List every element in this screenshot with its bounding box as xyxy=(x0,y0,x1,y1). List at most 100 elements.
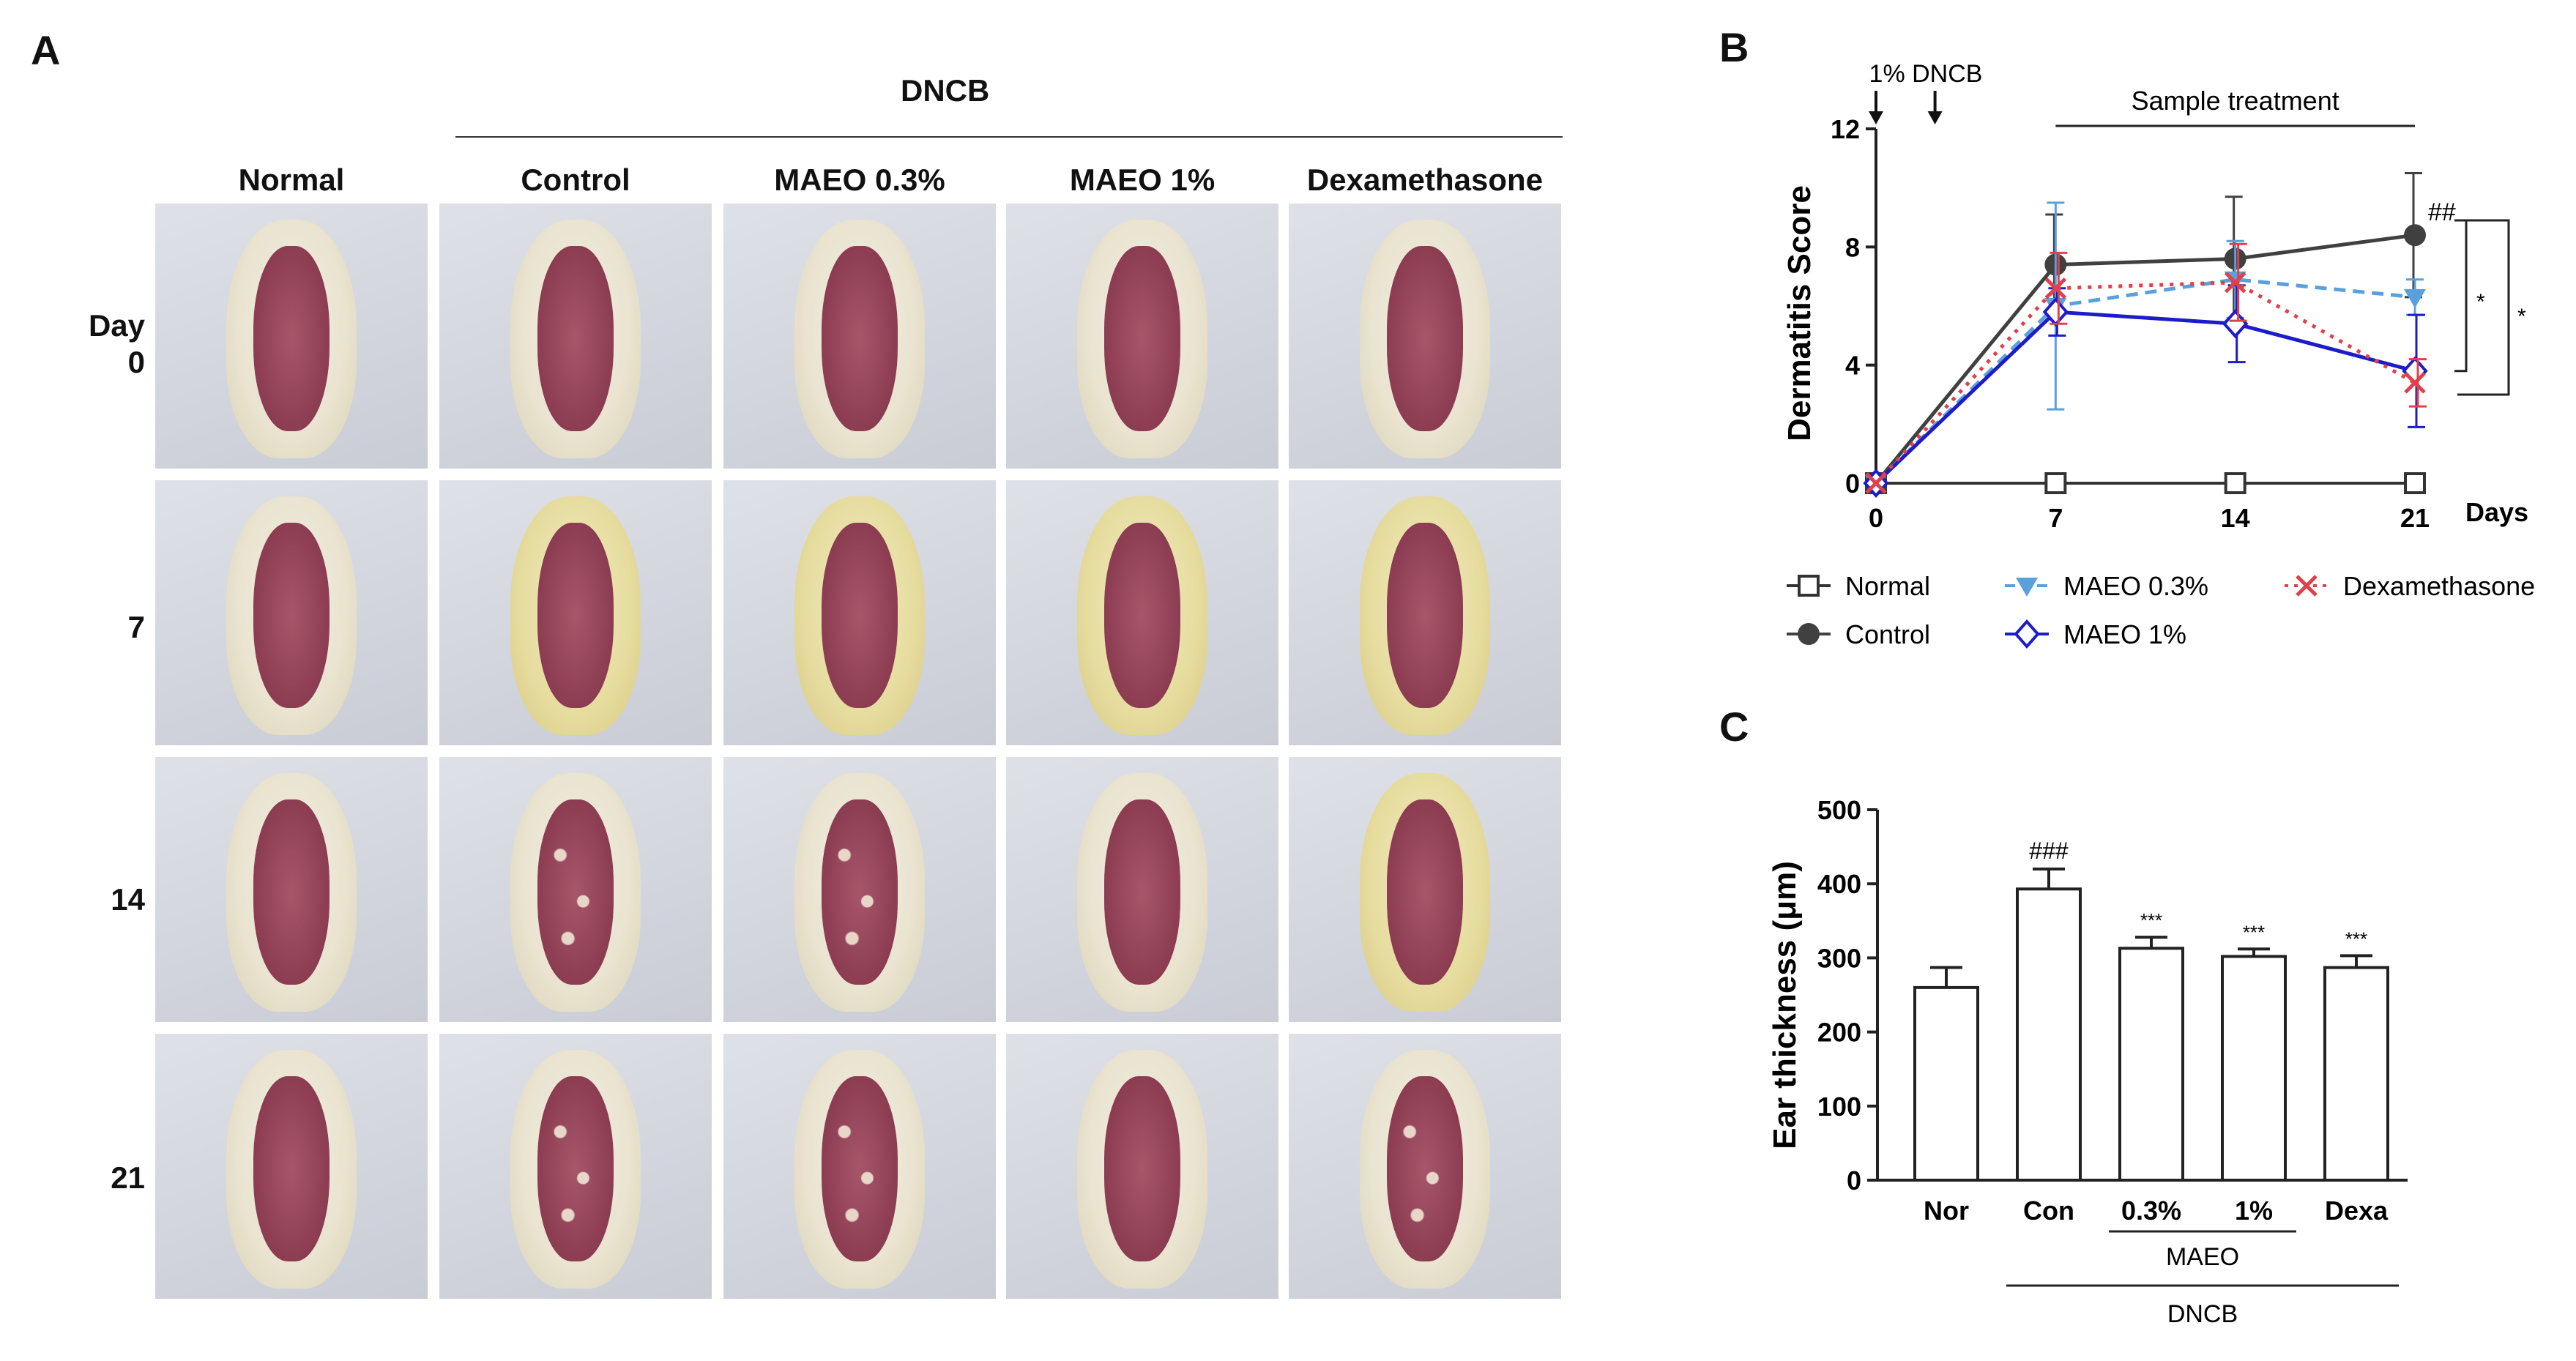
b-dncb-arrowhead xyxy=(1927,111,1943,124)
c-y-tick-label: 0 xyxy=(1847,1166,1861,1196)
b-y-axis-label: Dermatitis Score xyxy=(1782,185,1817,441)
b-point-4 xyxy=(2224,271,2246,294)
c-bars: ### *** *** *** xyxy=(1913,838,2389,1182)
b-legend-marker xyxy=(1798,575,1820,597)
panel-c-label: C xyxy=(1719,704,1749,750)
row-label-day-word: Day xyxy=(88,308,145,343)
row-label-day-7: 7 xyxy=(127,610,145,644)
c-x-tick-label: Nor xyxy=(1924,1196,1969,1226)
photo-maeo03-day14 xyxy=(723,757,996,1022)
b-y-tick-label: 8 xyxy=(1845,232,1860,262)
b-legend-label: MAEO 1% xyxy=(2063,619,2186,649)
b-x-tick-label: 7 xyxy=(2048,503,2063,533)
photo-normal-day0 xyxy=(155,204,428,469)
b-point-1 xyxy=(2404,224,2426,247)
ear-thickness-chart: 0 100 200 300 400 500 Ear thickness (μm) Nor Con… xyxy=(1767,795,2408,1328)
column-header-maeo-03: MAEO 0.3% xyxy=(774,163,945,197)
b-series xyxy=(1863,172,2428,499)
b-legend-label: MAEO 0.3% xyxy=(2063,571,2208,601)
c-significance-2: *** xyxy=(2140,909,2162,931)
b-legend-label: Normal xyxy=(1845,571,1930,601)
photo-control-day14 xyxy=(439,757,712,1022)
c-significance-3: *** xyxy=(2243,921,2265,943)
dncb-group-line xyxy=(455,136,1563,138)
b-bracket-outer xyxy=(2457,219,2510,396)
photo-control-day21 xyxy=(439,1034,712,1299)
b-legend-label: Control xyxy=(1845,619,1930,649)
photo-dexa-day14 xyxy=(1289,757,1561,1022)
b-x-tick-label: 0 xyxy=(1869,503,1883,533)
c-bar-3 xyxy=(2221,955,2287,1182)
b-point-3 xyxy=(2402,356,2428,386)
b-point-4 xyxy=(2044,277,2067,299)
panel-a-label: A xyxy=(31,27,61,73)
c-significance-1: ### xyxy=(2029,838,2069,864)
photo-maeo1-day0 xyxy=(1006,204,1278,469)
c-y-tick-label: 500 xyxy=(1817,795,1861,825)
dermatitis-score-chart: 0 4 8 12 0 7 14 21 Days Dermatitis Score 1% DNCB S… xyxy=(1782,60,2535,649)
c-y-tick-label: 300 xyxy=(1817,943,1861,973)
b-star-inner: * xyxy=(2476,290,2485,314)
c-groups: MAEO DNCB xyxy=(2006,1230,2399,1328)
b-bracket-inner xyxy=(2454,219,2468,373)
panel-b-label: B xyxy=(1719,24,1749,70)
photo-maeo1-day7 xyxy=(1006,480,1278,745)
row-label-day-21: 21 xyxy=(111,1160,145,1195)
column-header-maeo-1: MAEO 1% xyxy=(1069,163,1216,197)
dncb-group-label: DNCB xyxy=(901,73,990,108)
photo-control-day0 xyxy=(439,204,712,469)
b-point-0 xyxy=(2224,472,2246,494)
c-significance-4: *** xyxy=(2345,928,2367,950)
b-point-3 xyxy=(2222,309,2249,339)
b-point-0 xyxy=(2044,472,2067,494)
c-bar-0 xyxy=(1913,985,1979,1182)
b-series-line-3 xyxy=(1875,310,2416,485)
b-legend-marker xyxy=(2016,578,2038,597)
c-y-tick-label: 400 xyxy=(1817,869,1861,899)
photo-maeo03-day0 xyxy=(723,204,996,469)
b-point-4 xyxy=(1865,472,1887,494)
b-y-tick-label: 0 xyxy=(1845,469,1860,499)
c-maeo-label: MAEO xyxy=(2166,1243,2239,1271)
photo-maeo1-day14 xyxy=(1006,757,1278,1022)
b-annotations: 1% DNCB Sample treatment ## * * xyxy=(1869,60,2526,396)
column-header-normal: Normal xyxy=(238,163,345,197)
b-y-tick-label: 12 xyxy=(1831,114,1860,144)
c-bar-1 xyxy=(2016,887,2082,1182)
b-y-tick-label: 4 xyxy=(1845,351,1860,381)
photo-maeo1-day21 xyxy=(1006,1034,1278,1299)
c-x-tick-label: Con xyxy=(2023,1196,2074,1226)
b-legend: Normal Control MAEO 0.3% MAEO 1% Dexamethaso… xyxy=(1787,571,2535,649)
c-x-tick-label: 0.3% xyxy=(2121,1196,2181,1226)
c-x-tick-label: Dexa xyxy=(2325,1196,2389,1226)
photo-dexa-day0 xyxy=(1289,204,1561,469)
c-y-tick-label: 100 xyxy=(1817,1092,1861,1122)
b-legend-label: Dexamethasone xyxy=(2343,571,2535,601)
photo-maeo03-day7 xyxy=(723,480,996,745)
b-star-outer: * xyxy=(2517,305,2526,329)
b-treatment-label: Sample treatment xyxy=(2132,86,2339,116)
b-point-2 xyxy=(2404,288,2426,308)
photo-dexa-day21 xyxy=(1289,1034,1561,1299)
column-header-control: Control xyxy=(521,163,630,197)
b-x-tick-label: 21 xyxy=(2400,503,2430,533)
photo-normal-day7 xyxy=(155,480,428,745)
row-label-day-0-number: 0 xyxy=(127,345,145,379)
c-y-tick-label: 200 xyxy=(1817,1018,1861,1048)
b-series-line-1 xyxy=(1875,233,2416,485)
row-label-day-14: 14 xyxy=(111,882,145,917)
photo-maeo03-day21 xyxy=(723,1034,996,1299)
c-x-tick-label: 1% xyxy=(2235,1196,2273,1226)
c-axes: 0 100 200 300 400 500 Ear thickness (μm) Nor Con… xyxy=(1767,795,2408,1226)
b-dncb-arrowhead xyxy=(1869,111,1883,124)
c-dncb-label: DNCB xyxy=(2167,1300,2238,1328)
column-header-dexamethasone: Dexamethasone xyxy=(1306,163,1544,197)
b-legend-marker xyxy=(1798,623,1820,645)
b-point-4 xyxy=(2404,372,2426,394)
photo-control-day7 xyxy=(439,480,712,745)
c-bar-2 xyxy=(2118,947,2184,1182)
c-bar-4 xyxy=(2323,966,2389,1182)
b-dncb-arrow-label: 1% DNCB xyxy=(1869,60,1983,88)
photo-dexa-day7 xyxy=(1289,480,1561,745)
b-x-tick-label: 14 xyxy=(2221,503,2250,533)
